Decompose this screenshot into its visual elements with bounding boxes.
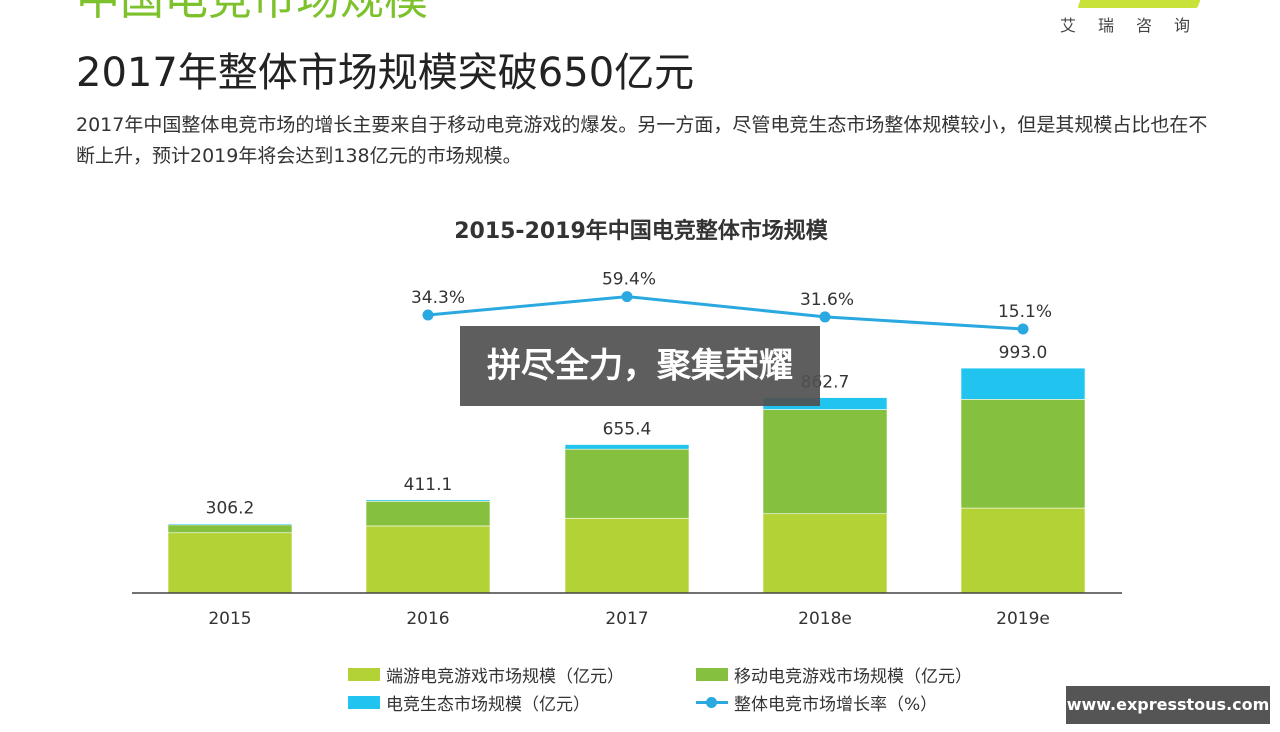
bar-segment-3-5: [960, 367, 1086, 400]
bar-segment-1-1: [167, 532, 293, 594]
bar-segment-1-5: [960, 507, 1086, 594]
legend-item-ecosystem: 电竞生态市场规模（亿元）: [348, 690, 590, 715]
chart-legend: 端游电竞游戏市场规模（亿元） 移动电竞游戏市场规模（亿元） 电竞生态市场规模（亿…: [348, 662, 1048, 722]
legend-label-ecosystem: 电竞生态市场规模（亿元）: [386, 695, 590, 715]
growth-point-2: [621, 291, 633, 303]
overlay-banner: 拼尽全力，聚集荣耀: [460, 326, 820, 406]
x-tick-label-3: 2017: [605, 609, 648, 629]
legend-label-pc: 端游电竞游戏市场规模（亿元）: [386, 667, 624, 687]
bar-segment-2-4: [762, 409, 888, 515]
legend-item-mobile: 移动电竞游戏市场规模（亿元）: [696, 662, 972, 687]
x-tick-label-5: 2019e: [996, 609, 1050, 629]
page-headline: 2017年整体市场规模突破650亿元: [76, 50, 695, 96]
legend-swatch-mobile: [696, 668, 728, 681]
x-tick-label-4: 2018e: [798, 609, 852, 629]
x-tick-label-1: 2015: [208, 609, 251, 629]
total-label-5: 993.0: [999, 343, 1048, 363]
total-label-1: 306.2: [206, 499, 255, 519]
bar-segment-2-1: [167, 524, 293, 534]
bar-segment-3-1: [167, 523, 293, 526]
total-label-2: 411.1: [404, 475, 453, 495]
growth-point-3: [819, 311, 831, 323]
growth-rate-line: [427, 295, 1024, 331]
bar-segment-1-3: [564, 517, 690, 594]
legend-swatch-pc: [348, 668, 380, 681]
watermark-url: www.expresstous.com: [1066, 686, 1270, 724]
legend-item-growth: 整体电竞市场增长率（%）: [696, 690, 937, 715]
bar-segment-1-2: [365, 525, 491, 594]
bar-segment-3-2: [365, 499, 491, 502]
growth-point-4: [1017, 323, 1029, 335]
total-label-3: 655.4: [603, 420, 652, 440]
page-description: 2017年中国整体电竞市场的增长主要来自于移动电竞游戏的爆发。另一方面，尽管电竞…: [76, 114, 1208, 167]
growth-label-4: 15.1%: [998, 302, 1052, 322]
bar-segment-2-3: [564, 448, 690, 519]
bar-segment-3-3: [564, 444, 690, 450]
bar-segment-2-5: [960, 399, 1086, 509]
legend-label-growth: 整体电竞市场增长率（%）: [734, 695, 938, 715]
growth-label-1: 34.3%: [411, 288, 465, 308]
chart-title: 2015-2019年中国电竞整体市场规模: [454, 218, 829, 244]
bar-segment-1-4: [762, 513, 888, 594]
brand-name: 艾瑞咨询: [1060, 16, 1213, 35]
growth-label-2: 59.4%: [602, 270, 656, 290]
legend-swatch-ecosystem: [348, 696, 380, 709]
bar-segment-2-2: [365, 500, 491, 527]
section-title: 中国电竞市场规模: [76, 0, 428, 22]
x-tick-label-2: 2016: [406, 609, 449, 629]
growth-label-3: 31.6%: [800, 290, 854, 310]
growth-point-1: [422, 309, 434, 321]
legend-line-growth: [696, 696, 728, 709]
legend-label-mobile: 移动电竞游戏市场规模（亿元）: [734, 667, 972, 687]
legend-item-pc: 端游电竞游戏市场规模（亿元）: [348, 662, 624, 687]
